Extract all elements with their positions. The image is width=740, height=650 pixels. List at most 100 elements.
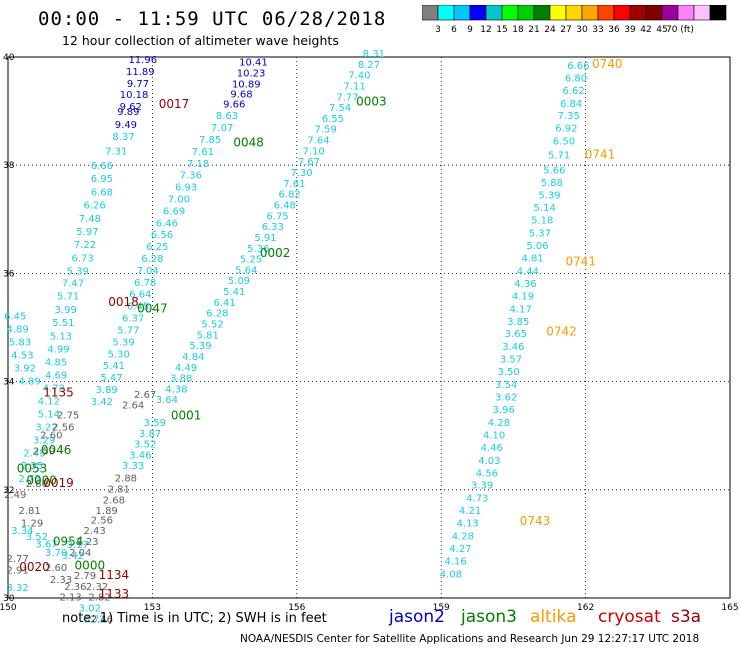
credit-line: NOAA/NESDIS Center for Satellite Applica…	[240, 633, 700, 645]
swh-value: 5.52	[201, 320, 223, 331]
swh-value: 4.89	[6, 324, 28, 335]
colorbar-label: 33	[592, 25, 603, 35]
swh-value: 2.33	[50, 575, 72, 586]
swh-value: 6.25	[146, 242, 168, 253]
x-tick-label: 156	[288, 603, 305, 613]
colorbar-label: 3	[435, 25, 441, 35]
swh-value: 7.64	[307, 136, 329, 147]
plot-border	[7, 56, 731, 599]
colorbar-swatch	[693, 5, 711, 21]
swh-value: 10.18	[120, 90, 149, 101]
swh-value: 2.67	[134, 390, 156, 401]
swh-value: 7.04	[136, 266, 158, 277]
swh-value: 2.91	[6, 566, 28, 577]
pass-time-label: 1133	[99, 587, 130, 601]
y-tick-label: 32	[3, 486, 14, 496]
swh-value: 4.16	[445, 556, 467, 567]
pass-time-label: 0001	[171, 408, 202, 422]
swh-value: 2.43	[84, 526, 106, 537]
pass-time-label: 0954	[53, 535, 84, 549]
swh-value: 6.28	[141, 254, 163, 265]
swh-value: 7.85	[199, 135, 221, 146]
swh-value: 5.91	[254, 233, 276, 244]
swh-value: 9.62	[120, 102, 142, 113]
swh-value: 9.66	[223, 99, 245, 110]
swh-value: 3.70	[45, 548, 67, 559]
swh-value: 4.44	[517, 266, 539, 277]
colorbar-swatch	[677, 5, 695, 21]
pass-time-label: 0000	[26, 473, 57, 487]
swh-value: 2.68	[103, 495, 125, 506]
pass-time-label: 0047	[137, 301, 168, 315]
colorbar-label: 21	[528, 25, 539, 35]
swh-value: 8.27	[358, 60, 380, 71]
swh-value: 7.22	[74, 240, 96, 251]
swh-value: 4.72	[43, 383, 65, 394]
swh-value: 6.64	[129, 290, 151, 301]
swh-value: 8.37	[112, 132, 134, 143]
swh-value: 5.51	[52, 318, 74, 329]
legend-s3a: s3a	[671, 607, 702, 627]
swh-value: 6.28	[206, 309, 228, 320]
swh-value: 2.60	[45, 563, 67, 574]
swh-value: 7.36	[180, 171, 202, 182]
pass-time-label: 0020	[19, 560, 50, 574]
colorbar-swatch	[517, 5, 535, 21]
colorbar-label: 42	[640, 25, 651, 35]
swh-value: 4.21	[459, 506, 481, 517]
swh-value: 2.77	[6, 554, 28, 565]
swh-value: 6.75	[266, 211, 288, 222]
swh-value: 7.11	[343, 81, 365, 92]
swh-value: 2.56	[91, 515, 113, 526]
swh-value: 5.09	[228, 276, 250, 287]
colorbar-swatch	[597, 5, 615, 21]
y-tick-label: 34	[3, 378, 15, 388]
swh-value: 3.92	[14, 363, 36, 374]
swh-value: 6.50	[553, 137, 575, 148]
swh-value: 5.41	[223, 287, 245, 298]
swh-value: 2.36	[64, 582, 86, 593]
swh-value: 3.39	[471, 481, 493, 492]
colorbar-label: 36	[608, 25, 620, 35]
swh-value: 2.46	[91, 614, 113, 625]
swh-value: 3.67	[35, 540, 57, 551]
swh-value: 3.54	[495, 380, 517, 391]
legend-jason2: jason2	[389, 607, 445, 627]
colorbar-swatch	[533, 5, 551, 21]
colorbar-label: 9	[467, 25, 473, 35]
swh-value: 5.88	[541, 178, 563, 189]
swh-value: 1.29	[21, 519, 43, 530]
units-note: note: 1) Time is in UTC; 2) SWH is in fe…	[62, 611, 327, 626]
y-tick-label: 36	[3, 269, 15, 279]
swh-value: 6.78	[134, 278, 156, 289]
pass-time-label: 1134	[99, 568, 130, 582]
colorbar-label: 30	[576, 25, 588, 35]
swh-value: 10.41	[239, 58, 268, 69]
swh-value: 7.59	[315, 125, 337, 136]
swh-value: 3.22	[35, 422, 57, 433]
swh-value: 7.48	[79, 214, 101, 225]
swh-value: 2.23	[76, 537, 98, 548]
colorbar-swatch	[453, 5, 471, 21]
swh-value: 5.47	[100, 373, 122, 384]
swh-value: 5.66	[543, 165, 565, 176]
colorbar-label: 24	[544, 25, 556, 35]
colorbar-label: 45	[656, 25, 667, 35]
swh-value: 3.33	[122, 461, 144, 472]
swh-value: 3.42	[91, 397, 113, 408]
swh-value: 3.17	[67, 540, 89, 551]
swh-value: 2.59	[33, 447, 55, 458]
colorbar-swatch	[581, 5, 599, 21]
legend-jason3: jason3	[461, 607, 517, 627]
pass-time-label: 0743	[520, 514, 551, 528]
swh-value: 2.73	[19, 474, 41, 485]
swh-value: 4.38	[165, 384, 187, 395]
swh-value: 3.29	[33, 435, 55, 446]
pass-time-label: 0019	[43, 476, 74, 490]
swh-value: 4.17	[509, 304, 531, 315]
swh-value: 5.77	[117, 325, 139, 336]
swh-value: 6.69	[163, 206, 185, 217]
swh-value: 7.61	[283, 179, 305, 190]
swh-value: 10.89	[232, 79, 261, 90]
